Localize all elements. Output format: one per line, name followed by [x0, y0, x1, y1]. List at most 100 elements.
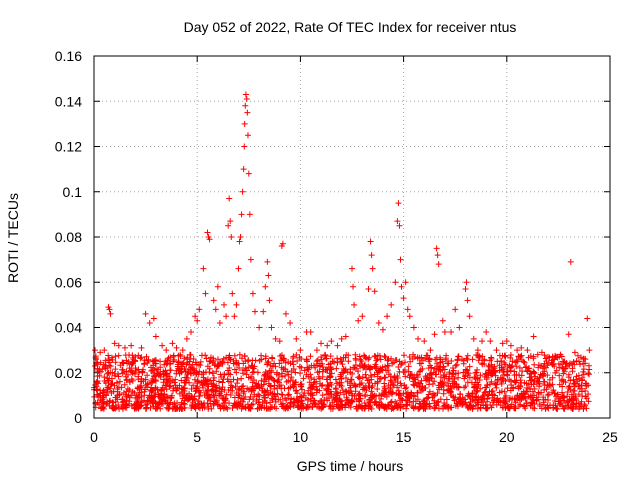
data-point: [409, 375, 416, 382]
data-point: [94, 359, 101, 366]
data-point: [483, 374, 490, 381]
data-point: [233, 301, 240, 308]
data-point: [237, 234, 244, 240]
data-point: [213, 387, 220, 394]
data-point: [199, 405, 206, 412]
data-point: [107, 397, 114, 404]
data-point: [474, 387, 481, 394]
data-point: [296, 363, 303, 370]
data-point: [493, 381, 500, 388]
data-point: [247, 256, 254, 263]
data-point: [92, 347, 99, 354]
data-point: [500, 365, 507, 372]
data-point: [507, 352, 514, 359]
data-point: [429, 394, 436, 401]
data-point: [162, 370, 169, 377]
data-point: [235, 386, 242, 393]
data-point: [243, 371, 250, 378]
data-point: [119, 366, 126, 373]
data-point: [293, 395, 300, 402]
data-point: [313, 358, 320, 365]
data-point: [455, 396, 462, 403]
data-point: [96, 372, 103, 379]
data-point: [198, 352, 205, 359]
data-point: [233, 369, 240, 376]
data-point: [202, 290, 209, 297]
data-point: [97, 390, 104, 397]
data-point: [142, 402, 149, 409]
data-point: [416, 360, 423, 367]
data-point: [384, 313, 391, 320]
data-point: [515, 403, 522, 410]
data-point: [564, 388, 571, 395]
data-point: [108, 381, 115, 388]
data-point: [204, 387, 211, 394]
data-point: [184, 371, 191, 378]
data-point: [263, 400, 270, 407]
data-point: [394, 384, 401, 391]
x-tick-label: 5: [193, 429, 201, 445]
data-point: [234, 380, 241, 387]
data-point: [484, 404, 491, 411]
data-point: [513, 377, 520, 384]
data-point: [540, 378, 547, 385]
data-point: [410, 404, 417, 411]
data-point: [174, 385, 181, 392]
data-point: [514, 358, 521, 365]
data-point: [513, 357, 520, 364]
data-point: [492, 372, 499, 379]
data-point: [464, 379, 471, 386]
data-point: [381, 388, 388, 395]
data-point: [94, 366, 101, 373]
data-point: [534, 351, 541, 358]
data-point: [455, 374, 462, 381]
data-point: [131, 390, 138, 397]
data-point: [509, 358, 516, 365]
data-point: [194, 317, 201, 324]
data-point: [471, 383, 478, 390]
data-point: [518, 352, 525, 359]
data-point: [580, 366, 587, 373]
data-point: [497, 374, 504, 381]
data-point: [433, 245, 440, 252]
data-point: [437, 356, 444, 363]
data-point: [571, 383, 578, 390]
data-point: [336, 381, 343, 388]
y-tick-label: 0.08: [55, 229, 82, 245]
data-point: [158, 400, 165, 407]
data-point: [302, 395, 309, 402]
data-point: [171, 403, 178, 410]
data-point: [255, 383, 262, 390]
data-point: [142, 310, 149, 317]
data-point: [556, 372, 563, 379]
data-point: [207, 354, 214, 361]
data-point: [541, 368, 548, 375]
data-point: [575, 382, 582, 389]
data-point: [137, 355, 144, 362]
data-point: [281, 356, 288, 363]
data-point: [406, 399, 413, 406]
data-point: [241, 120, 248, 127]
data-point: [436, 386, 443, 393]
data-point: [161, 361, 168, 368]
data-point: [387, 399, 394, 406]
data-point: [259, 385, 266, 392]
data-point: [462, 396, 469, 403]
data-point: [410, 351, 417, 358]
data-point: [148, 368, 155, 375]
data-point: [578, 382, 585, 389]
data-point: [126, 351, 133, 358]
data-point: [138, 344, 145, 351]
y-tick-label: 0.1: [63, 184, 83, 200]
data-point: [388, 379, 395, 386]
data-point: [214, 363, 221, 370]
data-point: [347, 404, 354, 411]
data-point: [297, 393, 304, 400]
data-point: [171, 379, 178, 386]
data-point: [557, 399, 564, 406]
data-point: [265, 380, 272, 387]
data-point: [361, 405, 368, 412]
data-point: [528, 399, 535, 406]
data-point: [426, 377, 433, 384]
